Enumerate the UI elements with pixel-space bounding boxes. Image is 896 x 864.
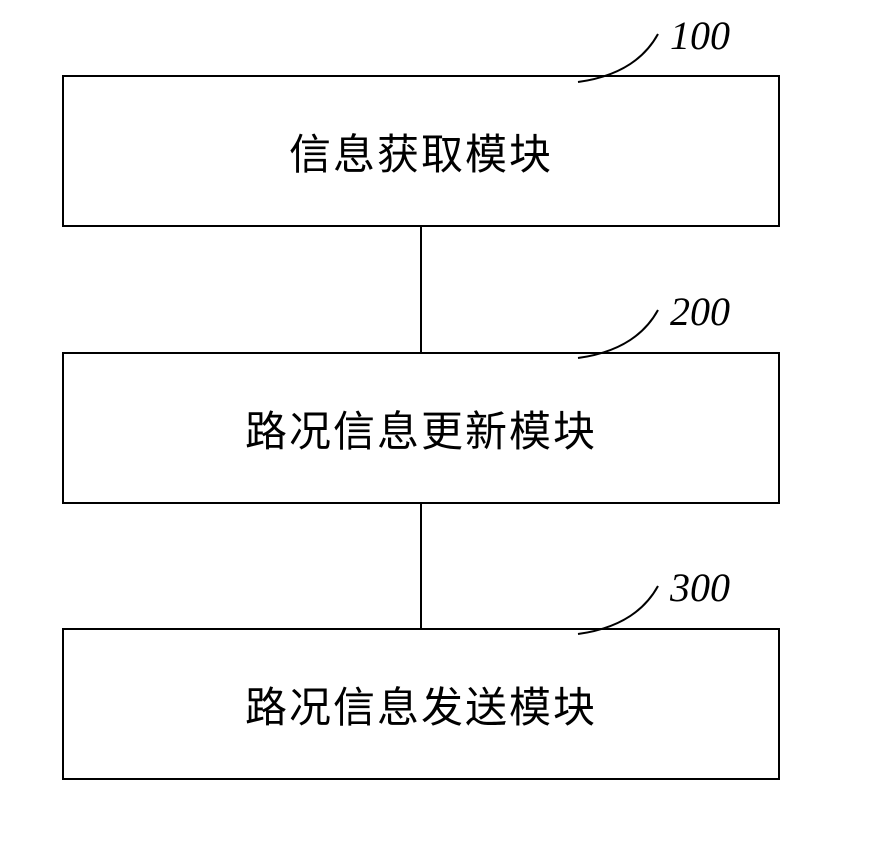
edge-100-200 [420, 227, 422, 352]
node-label: 路况信息发送模块 [245, 674, 597, 735]
node-info-acquisition-module: 信息获取模块 [62, 75, 780, 227]
callout-curve-100 [578, 34, 660, 82]
node-label: 路况信息更新模块 [245, 398, 597, 459]
node-id-label-200: 200 [670, 288, 730, 335]
callout-curve-300 [578, 586, 660, 634]
node-traffic-info-update-module: 路况信息更新模块 [62, 352, 780, 504]
callout-curve-200 [578, 310, 660, 358]
diagram-canvas: 信息获取模块 100 路况信息更新模块 200 路况信息发送模块 300 [0, 0, 896, 864]
node-id-label-100: 100 [670, 12, 730, 59]
edge-200-300 [420, 504, 422, 628]
node-label: 信息获取模块 [289, 121, 553, 182]
node-traffic-info-send-module: 路况信息发送模块 [62, 628, 780, 780]
node-id-label-300: 300 [670, 564, 730, 611]
